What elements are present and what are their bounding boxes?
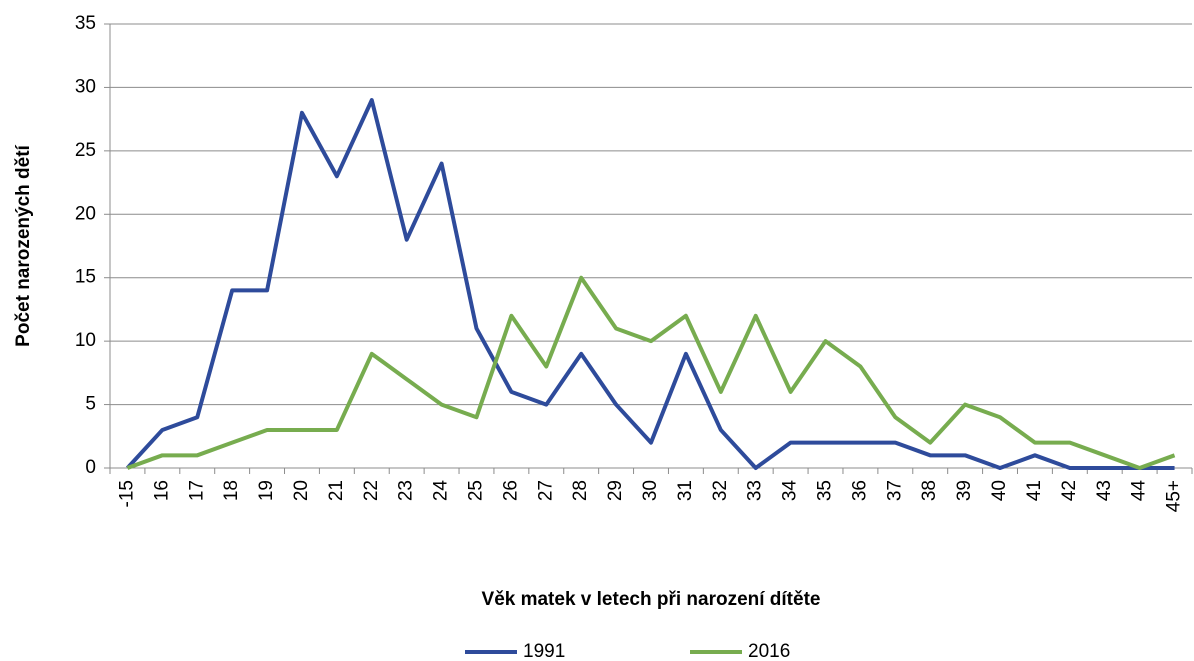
series-line: [126, 275, 1176, 470]
x-tick-label: 24: [431, 480, 452, 502]
x-tick-label: 39: [954, 480, 975, 501]
x-tick-label: 40: [989, 480, 1010, 501]
series-line: [125, 98, 1175, 470]
y-tick-label: 5: [85, 394, 96, 415]
x-tick-label: 28: [570, 480, 591, 501]
x-tick-label: 41: [1024, 480, 1045, 501]
x-tick-label: 29: [605, 480, 626, 501]
x-tick-label: 26: [500, 480, 521, 501]
x-tick-label: 31: [675, 480, 696, 501]
legend-label: 2016: [748, 641, 790, 661]
x-tick-label: 23: [396, 480, 417, 501]
x-tick-label: 27: [535, 480, 556, 501]
x-tick-label: 44: [1129, 480, 1150, 502]
x-tick-label: 18: [221, 480, 242, 501]
x-tick-label: 19: [256, 480, 277, 501]
x-tick-label: 43: [1094, 480, 1115, 501]
y-tick-label: 35: [75, 13, 96, 34]
y-tick-label: 0: [85, 457, 96, 478]
x-tick-label: 33: [745, 480, 766, 501]
x-tick-label: 21: [326, 480, 347, 501]
x-tick-label: 17: [186, 480, 207, 501]
x-tick-label: 35: [815, 480, 836, 501]
x-tick-label: 36: [849, 480, 870, 501]
x-axis-label: Věk matek v letech při narození dítěte: [482, 589, 821, 610]
x-tick-label: 42: [1059, 480, 1080, 501]
y-tick-label: 15: [75, 267, 96, 288]
x-tick-label: 16: [151, 480, 172, 501]
x-tick-label: 34: [780, 480, 801, 502]
y-axis-label: Počet narozených dětí: [13, 144, 34, 346]
x-tick-label: 20: [291, 480, 312, 501]
y-tick-label: 30: [75, 76, 96, 97]
x-tick-label: 22: [361, 480, 382, 501]
x-tick-label: -15: [116, 480, 137, 507]
x-tick-label: 30: [640, 480, 661, 501]
legend-label: 1991: [523, 641, 565, 661]
y-tick-label: 10: [75, 330, 96, 351]
x-tick-label: 38: [919, 480, 940, 501]
x-tick-label: 32: [710, 480, 731, 501]
x-tick-label: 25: [465, 480, 486, 501]
y-tick-label: 20: [75, 203, 96, 224]
y-tick-label: 25: [75, 140, 96, 161]
x-tick-label: 45+: [1164, 480, 1185, 512]
x-tick-label: 37: [884, 480, 905, 501]
